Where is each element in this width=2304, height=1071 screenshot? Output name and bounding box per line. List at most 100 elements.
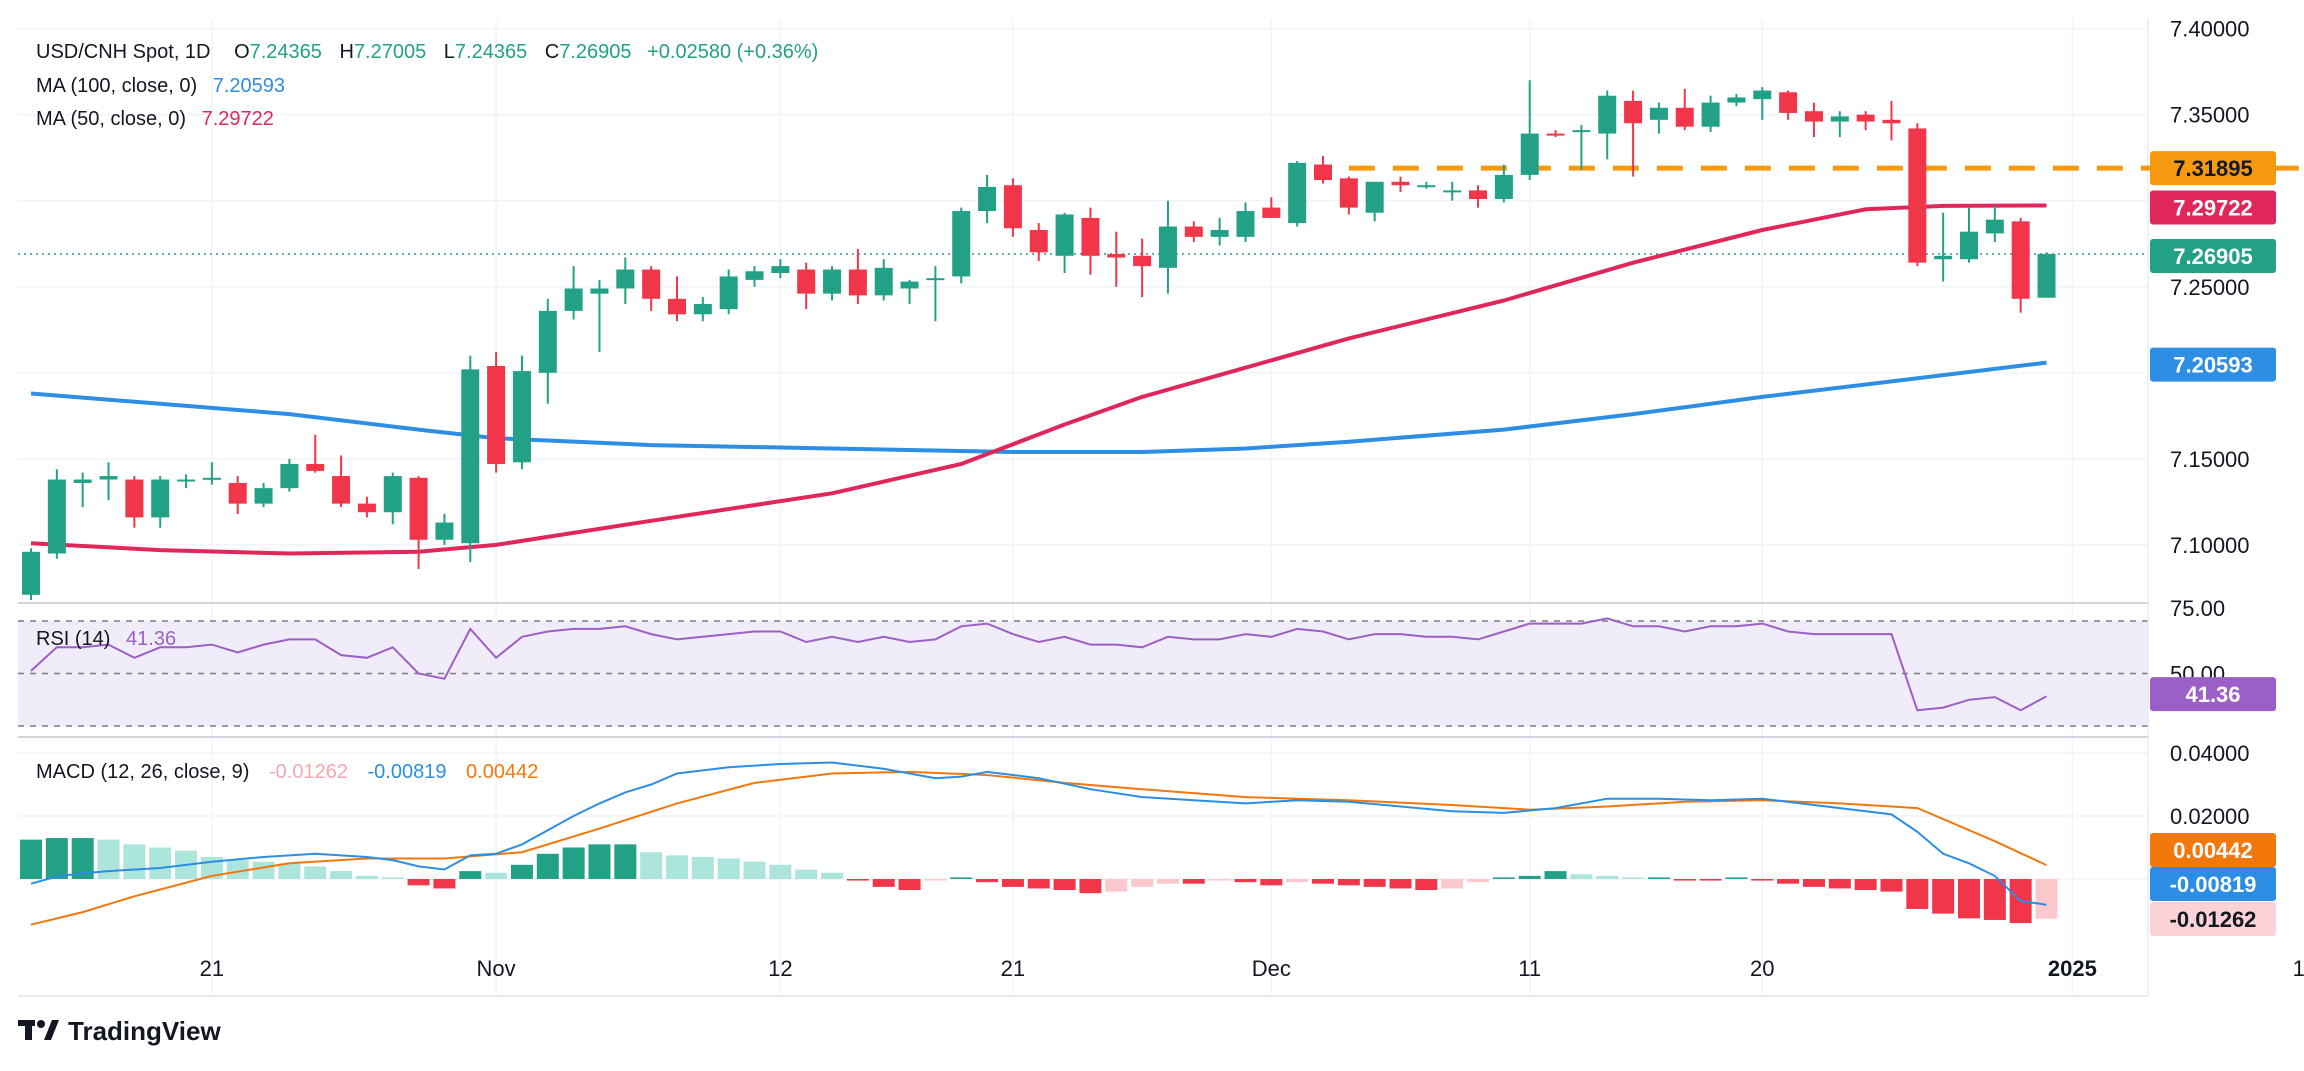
macd-hist-bar (123, 844, 146, 879)
candle[interactable] (1934, 212, 1953, 282)
candle[interactable] (848, 248, 867, 304)
candle[interactable] (900, 279, 919, 304)
candle[interactable] (383, 472, 402, 525)
candle[interactable] (1960, 207, 1978, 263)
candle[interactable] (202, 462, 221, 485)
candle[interactable] (668, 276, 686, 322)
candle[interactable] (1908, 123, 1927, 267)
ma100-line[interactable] (30, 360, 2047, 454)
candle[interactable] (1081, 207, 1100, 275)
candle[interactable] (512, 355, 531, 470)
macd-line[interactable] (30, 761, 2047, 906)
candle[interactable] (1158, 200, 1177, 294)
candle[interactable] (1469, 185, 1488, 208)
candle[interactable] (745, 266, 764, 287)
candle[interactable] (332, 455, 351, 508)
candle[interactable] (1236, 202, 1255, 243)
candle[interactable] (926, 266, 945, 322)
candle[interactable] (1598, 90, 1617, 160)
candle[interactable] (125, 476, 144, 528)
candle[interactable] (693, 297, 712, 322)
resistance-price-label[interactable]: 7.31895 (2150, 151, 2276, 186)
candle[interactable] (1417, 181, 1436, 189)
candle[interactable] (1262, 197, 1281, 218)
candle[interactable] (1055, 212, 1074, 273)
tradingview-logo[interactable]: TradingView (18, 1016, 221, 1046)
candle[interactable] (2037, 252, 2056, 298)
candle[interactable] (1779, 90, 1798, 120)
candle[interactable] (1029, 223, 1048, 261)
candle[interactable] (771, 259, 790, 279)
symbol-title[interactable]: USD/CNH Spot, 1D (36, 41, 211, 63)
candle[interactable] (1701, 95, 1720, 132)
candle[interactable] (151, 476, 170, 528)
candle[interactable] (1546, 130, 1565, 138)
rsi-value-label[interactable]: 41.36 (2150, 677, 2276, 712)
macd-signal-value-label[interactable]: 0.00442 (2150, 833, 2276, 867)
candle[interactable] (978, 174, 997, 224)
candle[interactable] (2011, 217, 2030, 313)
candle[interactable] (487, 352, 506, 473)
candle[interactable] (1003, 178, 1022, 237)
candle[interactable] (1339, 176, 1358, 215)
candle[interactable] (1184, 221, 1203, 243)
candle[interactable] (1365, 181, 1384, 222)
candle[interactable] (1649, 102, 1668, 134)
candle[interactable] (642, 266, 661, 311)
candle[interactable] (1314, 155, 1332, 184)
ma100-legend[interactable]: MA (100, close, 0) 7.20593 (36, 75, 285, 97)
candle[interactable] (1133, 238, 1152, 298)
macd-legend[interactable]: MACD (12, 26, close, 9) -0.01262 -0.0081… (36, 761, 538, 783)
candle[interactable] (616, 257, 635, 304)
rsi-line[interactable] (30, 617, 2047, 712)
candle[interactable] (1856, 111, 1875, 131)
candle[interactable] (874, 259, 893, 301)
candle[interactable] (1624, 90, 1643, 177)
candle[interactable] (73, 472, 92, 508)
candle[interactable] (1494, 164, 1513, 203)
macd-line-value-label[interactable]: -0.00819 (2150, 867, 2276, 901)
candle[interactable] (1985, 205, 2004, 243)
candle[interactable] (254, 482, 273, 508)
candle[interactable] (228, 476, 247, 514)
candle[interactable] (1675, 88, 1694, 131)
axis-label-layer: 7.31895 7.29722 7.26905 7.20593 41.36 0.00442… (2150, 151, 2276, 936)
ma50-price-label[interactable]: 7.29722 (2150, 190, 2276, 225)
candle[interactable] (435, 513, 454, 545)
candle[interactable] (280, 458, 299, 492)
candle[interactable] (1288, 161, 1307, 227)
candle[interactable] (538, 298, 557, 404)
candle[interactable] (47, 469, 66, 559)
ma50-line[interactable] (30, 203, 2047, 556)
candle[interactable] (1727, 94, 1746, 107)
candle[interactable] (1882, 100, 1901, 141)
ma100-price-label[interactable]: 7.20593 (2150, 347, 2276, 382)
candle[interactable] (1804, 102, 1823, 138)
rsi-legend[interactable]: RSI (14) 41.36 (36, 628, 176, 650)
candle[interactable] (99, 462, 118, 501)
last-price-label[interactable]: 7.26905 (2150, 238, 2276, 273)
candle[interactable] (357, 496, 376, 518)
candle[interactable] (719, 269, 738, 315)
candle[interactable] (1107, 231, 1126, 287)
candle[interactable] (177, 474, 196, 489)
candle[interactable] (461, 355, 480, 563)
candle[interactable] (1210, 217, 1229, 246)
candle[interactable] (1391, 176, 1410, 193)
candle[interactable] (1572, 124, 1591, 170)
candle[interactable] (1753, 87, 1772, 120)
candle[interactable] (564, 266, 583, 320)
candle[interactable] (1830, 111, 1849, 138)
macd-hist-value-label[interactable]: -0.01262 (2150, 902, 2276, 936)
candle[interactable] (797, 262, 816, 310)
candle[interactable] (1443, 181, 1462, 201)
candle[interactable] (306, 434, 325, 473)
candle[interactable] (952, 207, 971, 284)
candle[interactable] (823, 266, 842, 301)
candle[interactable] (590, 279, 609, 353)
ma50-legend[interactable]: MA (50, close, 0) 7.29722 (36, 108, 274, 130)
candle[interactable] (22, 548, 40, 600)
candle[interactable] (409, 476, 428, 570)
macd-signal-line[interactable] (30, 770, 2047, 926)
candle[interactable] (1520, 80, 1539, 181)
